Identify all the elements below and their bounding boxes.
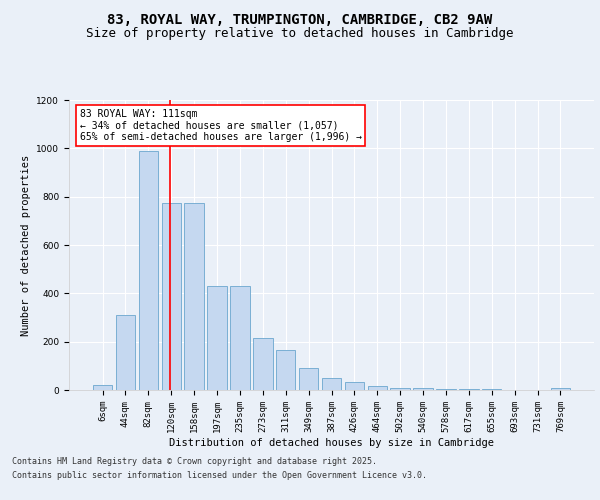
Bar [551, 388, 570, 390]
Bar [93, 384, 112, 390]
Bar [276, 350, 295, 390]
Text: 83 ROYAL WAY: 111sqm
← 34% of detached houses are smaller (1,057)
65% of semi-de: 83 ROYAL WAY: 111sqm ← 34% of detached h… [79, 108, 361, 142]
Bar [208, 286, 227, 390]
Bar [344, 382, 364, 390]
X-axis label: Distribution of detached houses by size in Cambridge: Distribution of detached houses by size … [169, 438, 494, 448]
Bar [139, 151, 158, 390]
Text: Contains HM Land Registry data © Crown copyright and database right 2025.: Contains HM Land Registry data © Crown c… [12, 458, 377, 466]
Text: Size of property relative to detached houses in Cambridge: Size of property relative to detached ho… [86, 28, 514, 40]
Bar [322, 378, 341, 390]
Text: 83, ROYAL WAY, TRUMPINGTON, CAMBRIDGE, CB2 9AW: 83, ROYAL WAY, TRUMPINGTON, CAMBRIDGE, C… [107, 12, 493, 26]
Bar [184, 202, 204, 390]
Text: Contains public sector information licensed under the Open Government Licence v3: Contains public sector information licen… [12, 471, 427, 480]
Bar [253, 338, 272, 390]
Bar [413, 388, 433, 390]
Bar [368, 386, 387, 390]
Bar [161, 202, 181, 390]
Y-axis label: Number of detached properties: Number of detached properties [21, 154, 31, 336]
Bar [230, 286, 250, 390]
Bar [116, 315, 135, 390]
Bar [436, 389, 455, 390]
Bar [391, 388, 410, 390]
Bar [299, 368, 319, 390]
